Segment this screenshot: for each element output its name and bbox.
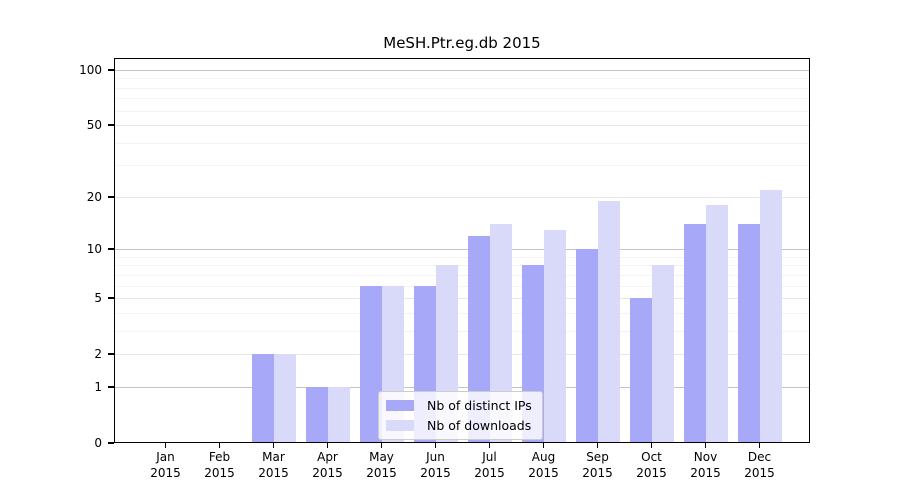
gridline-minor [114,110,810,112]
x-tick-label: Sep 2015 [582,450,613,480]
y-tick-mark [108,69,114,71]
y-tick-label: 100 [79,62,102,77]
gridline-minor [114,78,810,80]
bar-nov-ips [683,224,706,443]
gridline-20 [114,196,810,198]
x-tick-label: Nov 2015 [690,450,721,480]
x-tick-label: Jan 2015 [150,450,181,480]
x-tick-label: Dec 2015 [744,450,775,480]
x-tick-mark [326,443,329,448]
gridline-minor [114,285,810,287]
x-tick-mark [758,443,761,448]
gridline-2 [114,354,810,356]
x-tick-label: Mar 2015 [258,450,289,480]
gridline-minor [114,165,810,167]
y-tick-label: 50 [86,118,102,133]
gridline-minor [114,274,810,276]
x-tick-mark [218,443,221,448]
y-tick-mark [108,196,114,198]
legend: Nb of distinct IPs Nb of downloads [378,391,543,440]
y-tick-label: 5 [94,291,102,306]
bar-oct-ips [629,298,652,443]
y-tick-mark [108,248,114,250]
gridline-minor [114,87,810,89]
legend-label: Nb of downloads [427,418,532,433]
gridline-1 [114,386,810,389]
x-tick-mark [704,443,707,448]
bar-sep-ips [575,249,598,443]
gridline-minor [114,142,810,144]
x-tick-mark [542,443,545,448]
bar-may-ips [359,285,382,443]
gridline-5 [114,298,810,300]
bar-apr-downloads [327,386,350,443]
y-tick-label: 20 [86,189,102,204]
x-tick-label: Jun 2015 [420,450,451,480]
x-tick-mark [650,443,653,448]
x-tick-mark [488,443,491,448]
x-tick-mark [380,443,383,448]
x-tick-label: Apr 2015 [312,450,343,480]
legend-swatch-distinct-ips [386,400,414,411]
legend-item: Nb of downloads [386,417,532,434]
gridline-minor [114,256,810,258]
gridline-10 [114,248,810,251]
gridline-100 [114,69,810,72]
bar-mar-ips [251,354,274,443]
gridline-minor [114,98,810,100]
y-tick-label: 0 [94,436,102,450]
bar-apr-ips [305,386,328,443]
x-tick-mark [434,443,437,448]
bar-aug-downloads [543,229,566,443]
y-tick-mark [108,124,114,126]
y-tick-label: 1 [94,379,102,394]
legend-label: Nb of distinct IPs [427,398,532,413]
bar-nov-downloads [705,204,728,443]
x-tick-label: Aug 2015 [528,450,559,480]
bar-oct-downloads [651,265,674,443]
x-tick-label: Feb 2015 [204,450,235,480]
chart-title: MeSH.Ptr.eg.db 2015 [383,34,541,52]
y-tick-label: 10 [86,242,102,257]
x-tick-mark [272,443,275,448]
gridline-minor [114,312,810,314]
x-tick-label: May 2015 [366,450,397,480]
y-tick-mark [108,297,114,299]
bar-mar-downloads [273,354,296,443]
legend-swatch-downloads [386,420,414,431]
x-tick-label: Oct 2015 [636,450,667,480]
gridline-minor [114,265,810,267]
y-tick-mark [108,442,114,444]
gridline-50 [114,125,810,127]
y-tick-mark [108,386,114,388]
x-tick-mark [596,443,599,448]
gridline-minor [114,330,810,332]
y-tick-mark [108,353,114,355]
bar-dec-downloads [759,189,782,443]
bar-jul-downloads [489,224,512,443]
y-tick-label: 2 [94,347,102,362]
x-tick-mark [164,443,167,448]
legend-item: Nb of distinct IPs [386,397,532,414]
bar-dec-ips [737,224,760,443]
bar-sep-downloads [597,200,620,443]
x-tick-label: Jul 2015 [474,450,505,480]
